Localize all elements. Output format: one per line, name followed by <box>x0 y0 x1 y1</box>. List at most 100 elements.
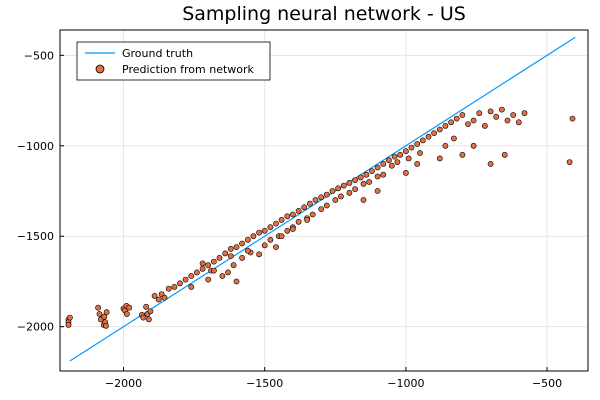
prediction-point <box>442 142 449 149</box>
prediction-point <box>408 144 415 151</box>
prediction-point <box>210 258 217 265</box>
x-tick-label: −2000 <box>105 377 142 390</box>
prediction-point <box>442 123 449 129</box>
prediction-point <box>67 314 73 321</box>
prediction-point <box>312 197 319 203</box>
prediction-point <box>385 157 392 164</box>
prediction-point <box>402 169 409 176</box>
prediction-point <box>147 308 154 315</box>
prediction-point <box>284 213 291 220</box>
prediction-point <box>374 188 381 194</box>
prediction-point <box>309 211 316 218</box>
prediction-point <box>244 247 251 254</box>
prediction-point <box>151 292 158 299</box>
plot-frame <box>59 29 589 372</box>
legend-prediction-label: Prediction from network <box>122 63 255 76</box>
prediction-point <box>476 110 483 117</box>
prediction-point <box>227 245 234 252</box>
prediction-point <box>391 153 398 160</box>
prediction-point <box>402 148 409 155</box>
prediction-point <box>306 200 313 207</box>
prediction-point <box>295 207 302 214</box>
prediction-point <box>103 309 110 316</box>
prediction-point <box>289 226 296 232</box>
prediction-points-layer <box>65 106 576 329</box>
prediction-point <box>244 236 251 243</box>
prediction-point <box>335 185 341 192</box>
prediction-point <box>431 130 437 136</box>
prediction-point <box>278 216 285 223</box>
prediction-point <box>267 236 274 243</box>
prediction-point <box>124 311 130 317</box>
prediction-point <box>450 135 457 142</box>
prediction-point <box>261 242 268 249</box>
prediction-point <box>216 254 223 261</box>
prediction-point <box>436 155 443 162</box>
prediction-point <box>501 151 508 158</box>
prediction-point <box>380 160 387 167</box>
prediction-point <box>318 206 325 212</box>
prediction-point <box>394 159 401 165</box>
prediction-point <box>470 142 477 149</box>
prediction-point <box>360 180 367 187</box>
prediction-point <box>256 229 262 236</box>
y-tick-label: −1500 <box>17 230 54 243</box>
prediction-point <box>337 193 344 200</box>
prediction-point <box>510 112 517 118</box>
prediction-point <box>219 273 226 279</box>
prediction-point <box>65 321 72 328</box>
prediction-point <box>346 179 353 186</box>
prediction-point <box>145 316 152 323</box>
prediction-point <box>323 191 330 198</box>
legend-box <box>76 41 271 81</box>
prediction-point <box>419 137 426 144</box>
prediction-point <box>161 294 168 301</box>
prediction-point <box>340 182 347 189</box>
prediction-point <box>448 119 454 126</box>
prediction-point <box>388 162 395 169</box>
prediction-point <box>188 273 195 279</box>
x-tick-label: −1000 <box>387 377 424 390</box>
prediction-point <box>126 304 133 311</box>
prediction-point <box>250 233 257 240</box>
y-tick-label: −500 <box>24 49 54 62</box>
prediction-point <box>210 267 217 274</box>
prediction-point <box>332 197 339 203</box>
prediction-point <box>143 303 149 310</box>
prediction-point <box>487 108 494 115</box>
prediction-point <box>465 121 471 127</box>
prediction-point <box>205 262 212 269</box>
prediction-point <box>360 197 367 203</box>
x-tick-label: −500 <box>532 377 562 390</box>
prediction-point <box>205 276 212 283</box>
prediction-point <box>295 218 302 225</box>
prediction-point <box>222 250 229 257</box>
prediction-point <box>256 251 262 258</box>
prediction-point <box>193 269 200 276</box>
prediction-point <box>101 313 108 320</box>
prediction-point <box>278 233 285 240</box>
prediction-point <box>323 202 330 209</box>
prediction-point <box>177 280 183 287</box>
prediction-point <box>425 133 432 140</box>
prediction-point <box>103 322 109 329</box>
prediction-point <box>397 151 404 158</box>
prediction-point <box>182 276 189 283</box>
prediction-point <box>414 160 421 167</box>
prediction-point <box>521 110 528 117</box>
prediction-point <box>301 204 308 211</box>
legend-ground-truth-label: Ground truth <box>122 47 193 60</box>
prediction-point <box>239 240 245 247</box>
prediction-point <box>363 171 370 178</box>
prediction-point <box>374 164 381 171</box>
prediction-point <box>487 160 494 167</box>
prediction-point <box>329 188 336 194</box>
prediction-point <box>380 171 387 178</box>
prediction-point <box>140 314 147 321</box>
prediction-point <box>470 117 477 124</box>
prediction-point <box>199 265 206 272</box>
chart-title: Sampling neural network - US <box>182 3 466 25</box>
prediction-point <box>346 189 353 196</box>
prediction-point <box>261 227 268 234</box>
prediction-point <box>436 126 443 133</box>
